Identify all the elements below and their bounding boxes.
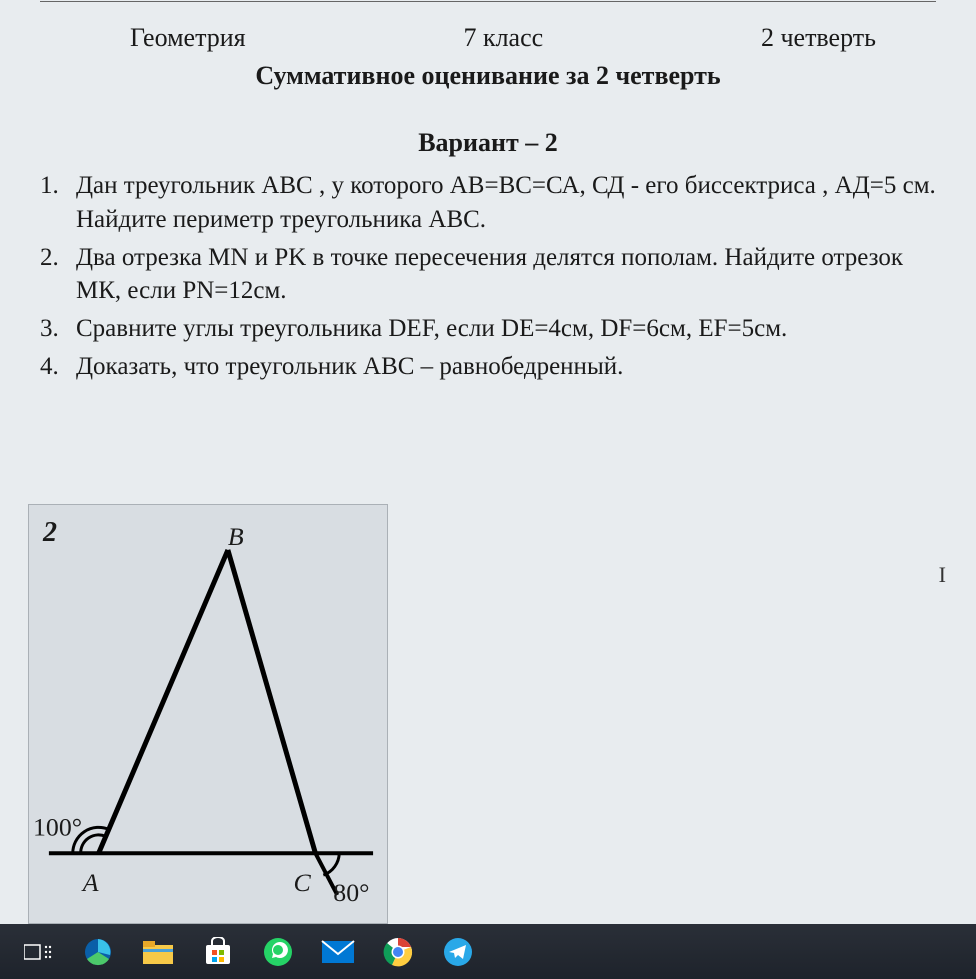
side-AB bbox=[99, 550, 228, 853]
problem-list: 1. Дан треугольник АВС , у которого АВ=В… bbox=[40, 169, 936, 384]
subject-label: Геометрия bbox=[130, 20, 246, 56]
grade-label: 7 класс bbox=[463, 20, 543, 56]
angle-label-80: 80° bbox=[333, 878, 369, 907]
document-page: Геометрия 7 класс 2 четверть Суммативное… bbox=[0, 0, 976, 924]
text-cursor: I bbox=[939, 560, 946, 591]
problem-num: 3. bbox=[40, 312, 76, 346]
problem-text: Доказать, что треугольник АВС – равнобед… bbox=[76, 350, 936, 384]
problem-3: 3. Сравните углы треугольника DEF, если … bbox=[40, 312, 936, 346]
problem-1: 1. Дан треугольник АВС , у которого АВ=В… bbox=[40, 169, 936, 237]
top-rule bbox=[40, 0, 936, 2]
header-row: Геометрия 7 класс 2 четверть bbox=[40, 20, 936, 56]
quarter-label: 2 четверть bbox=[761, 20, 876, 56]
chrome-icon[interactable] bbox=[380, 934, 416, 970]
problem-text: Сравните углы треугольника DEF, если DE=… bbox=[76, 312, 936, 346]
problem-num: 2. bbox=[40, 241, 76, 309]
windows-taskbar[interactable] bbox=[0, 924, 976, 979]
telegram-icon[interactable] bbox=[440, 934, 476, 970]
problem-num: 1. bbox=[40, 169, 76, 237]
problem-text: Дан треугольник АВС , у которого АВ=ВС=С… bbox=[76, 169, 936, 237]
vertex-label-A: A bbox=[81, 868, 99, 897]
figure-panel: 2 B A C 100° 80° bbox=[28, 504, 388, 924]
problem-2: 2. Два отрезка MN и PK в точке пересечен… bbox=[40, 241, 936, 309]
problem-4: 4. Доказать, что треугольник АВС – равно… bbox=[40, 350, 936, 384]
store-icon[interactable] bbox=[200, 934, 236, 970]
variant-label: Вариант – 2 bbox=[40, 125, 936, 161]
file-explorer-icon[interactable] bbox=[140, 934, 176, 970]
vertex-label-B: B bbox=[228, 522, 244, 551]
side-BC bbox=[228, 550, 316, 853]
main-title: Суммативное оценивание за 2 четверть bbox=[40, 58, 936, 94]
vertex-label-C: C bbox=[294, 868, 312, 897]
edge-icon[interactable] bbox=[80, 934, 116, 970]
angle-label-100: 100° bbox=[33, 812, 82, 841]
triangle-diagram: B A C 100° 80° bbox=[29, 505, 387, 923]
mail-icon[interactable] bbox=[320, 934, 356, 970]
whatsapp-icon[interactable] bbox=[260, 934, 296, 970]
screen-photo: Геометрия 7 класс 2 четверть Суммативное… bbox=[0, 0, 976, 979]
task-view-icon[interactable] bbox=[20, 934, 56, 970]
problem-text: Два отрезка MN и PK в точке пересечения … bbox=[76, 241, 936, 309]
problem-num: 4. bbox=[40, 350, 76, 384]
